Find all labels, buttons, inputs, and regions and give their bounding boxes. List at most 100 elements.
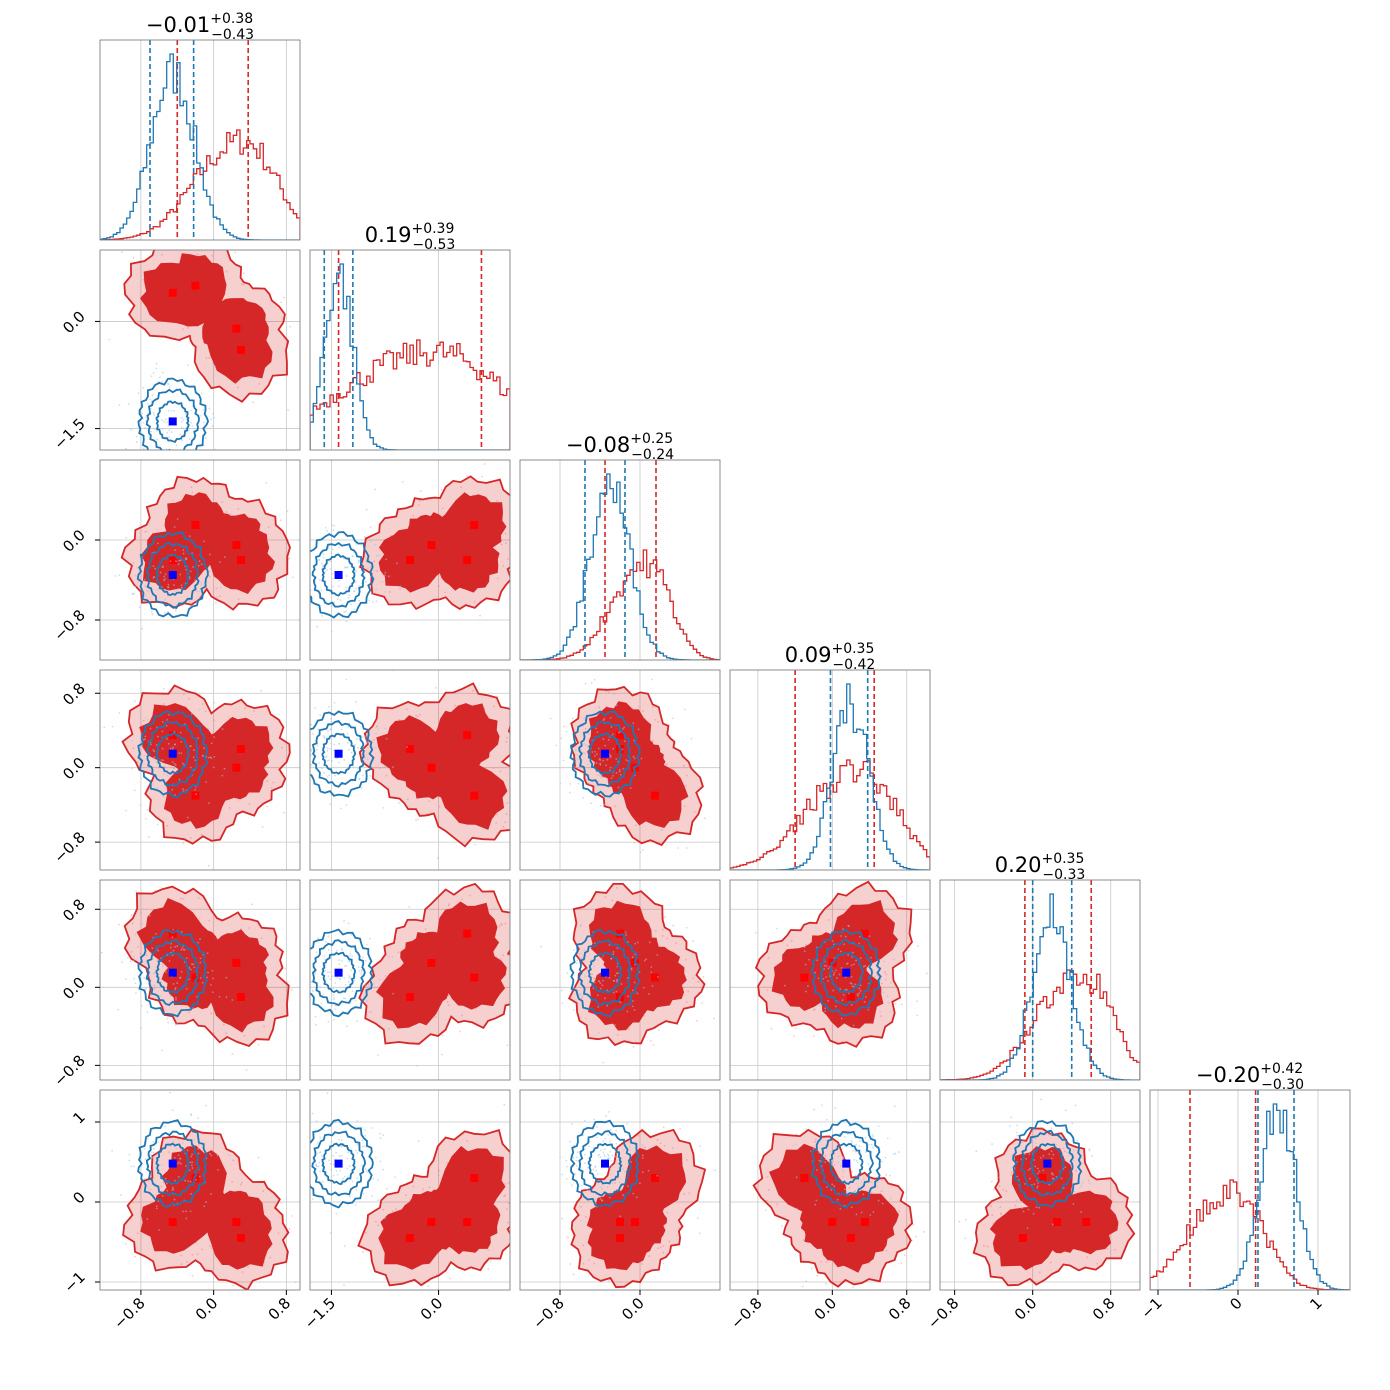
mode-marker-blue — [334, 749, 343, 758]
sample-point-blue — [859, 990, 862, 992]
sample-point-blue — [318, 1161, 321, 1164]
sample-point-blue — [634, 942, 636, 945]
sample-point-blue — [156, 588, 159, 591]
sample-point-blue — [189, 605, 191, 607]
sample-point-blue — [805, 1128, 808, 1131]
sample-point-blue — [351, 990, 354, 993]
sample-point-blue — [855, 1143, 857, 1146]
sample-point-red — [593, 678, 596, 681]
mode-marker-red — [470, 791, 479, 800]
sample-point-red — [139, 952, 142, 955]
sample-point-blue — [195, 1178, 197, 1181]
sample-point-blue — [1028, 1153, 1031, 1156]
sample-point-blue — [214, 601, 217, 604]
sample-point-red — [144, 818, 147, 820]
sample-point-blue — [1050, 1157, 1053, 1160]
sample-point-blue — [187, 1180, 189, 1183]
sample-point-blue — [195, 793, 198, 796]
sample-point-blue — [347, 725, 350, 728]
sample-point-blue — [394, 1176, 397, 1178]
sample-point-blue — [356, 1119, 359, 1122]
sample-point-blue — [572, 1008, 575, 1011]
sample-point-blue — [165, 724, 168, 727]
sample-point-blue — [157, 1141, 160, 1144]
sample-point-blue — [312, 990, 315, 993]
sample-point-blue — [612, 951, 615, 953]
sample-point-red — [637, 1134, 640, 1137]
sample-point-blue — [349, 1165, 351, 1168]
sample-point-blue — [367, 983, 370, 986]
sample-point-red — [213, 701, 216, 704]
sample-point-blue — [181, 787, 184, 790]
sample-point-blue — [586, 1189, 589, 1191]
sample-point-blue — [354, 743, 356, 746]
sample-point-blue — [182, 427, 185, 430]
sample-point-blue — [211, 425, 214, 428]
sample-point-blue — [362, 1192, 365, 1195]
sample-point-blue — [886, 1137, 889, 1140]
sample-point-blue — [384, 727, 386, 730]
sample-point-blue — [150, 407, 152, 410]
x-tick-label: 0.0 — [417, 1294, 447, 1324]
sample-point-red — [364, 1232, 367, 1234]
sample-point-red — [180, 1148, 183, 1151]
sample-point-blue — [211, 991, 214, 994]
sample-point-blue — [540, 945, 542, 948]
sample-point-red — [593, 977, 596, 980]
sample-point-blue — [844, 988, 847, 991]
sample-point-red — [373, 560, 375, 563]
sample-point-blue — [1020, 1141, 1023, 1144]
sample-point-blue — [142, 739, 145, 741]
sample-point-blue — [326, 747, 329, 750]
sample-point-blue — [587, 737, 590, 740]
sample-point-blue — [608, 1157, 611, 1160]
sample-point-blue — [609, 755, 612, 757]
sample-point-blue — [166, 610, 169, 613]
sample-point-red — [642, 848, 645, 851]
sample-point-blue — [344, 566, 347, 568]
sample-point-red — [535, 1179, 537, 1181]
sample-point-blue — [877, 1199, 880, 1202]
sample-point-blue — [895, 944, 898, 947]
sample-point-blue — [340, 1154, 343, 1157]
sample-point-blue — [176, 1021, 179, 1024]
sample-point-blue — [154, 567, 157, 570]
sample-point-blue — [182, 1210, 185, 1213]
sample-point-red — [100, 951, 103, 954]
panel-4-1 — [309, 879, 511, 1081]
panel-5-3: −0.8 0.0 0.8 — [727, 1089, 931, 1333]
sample-point-blue — [844, 935, 847, 938]
sample-point-blue — [146, 403, 149, 405]
sample-point-red — [662, 1251, 665, 1254]
sample-point-red — [240, 1181, 243, 1184]
sample-point-blue — [150, 1156, 153, 1159]
sample-point-blue — [356, 1020, 359, 1023]
sample-point-blue — [812, 1148, 815, 1150]
sample-point-blue — [211, 732, 214, 735]
sample-point-blue — [177, 1154, 180, 1157]
sample-point-blue — [1051, 1177, 1054, 1180]
sample-point-blue — [1062, 1187, 1065, 1189]
sample-point-red — [209, 575, 211, 578]
sample-point-blue — [169, 995, 172, 998]
mode-marker-red — [1038, 1174, 1047, 1182]
sample-point-blue — [348, 594, 351, 597]
sample-point-blue — [599, 987, 602, 990]
sample-point-blue — [376, 724, 379, 727]
sample-point-blue — [191, 1161, 194, 1164]
sample-point-red — [879, 1015, 882, 1018]
sample-point-red — [659, 1246, 662, 1249]
sample-point-red — [1096, 1262, 1099, 1265]
sample-point-red — [665, 763, 668, 766]
sample-point-blue — [146, 808, 149, 811]
sample-point-blue — [834, 1005, 837, 1008]
sample-point-blue — [879, 978, 882, 981]
sample-point-red — [242, 272, 245, 275]
sample-point-blue — [384, 765, 386, 768]
sample-point-red — [507, 1181, 510, 1184]
sample-point-blue — [879, 1011, 882, 1013]
sample-point-blue — [565, 730, 568, 733]
sample-point-blue — [351, 555, 354, 558]
sample-point-red — [208, 1245, 211, 1248]
sample-point-blue — [139, 575, 142, 578]
